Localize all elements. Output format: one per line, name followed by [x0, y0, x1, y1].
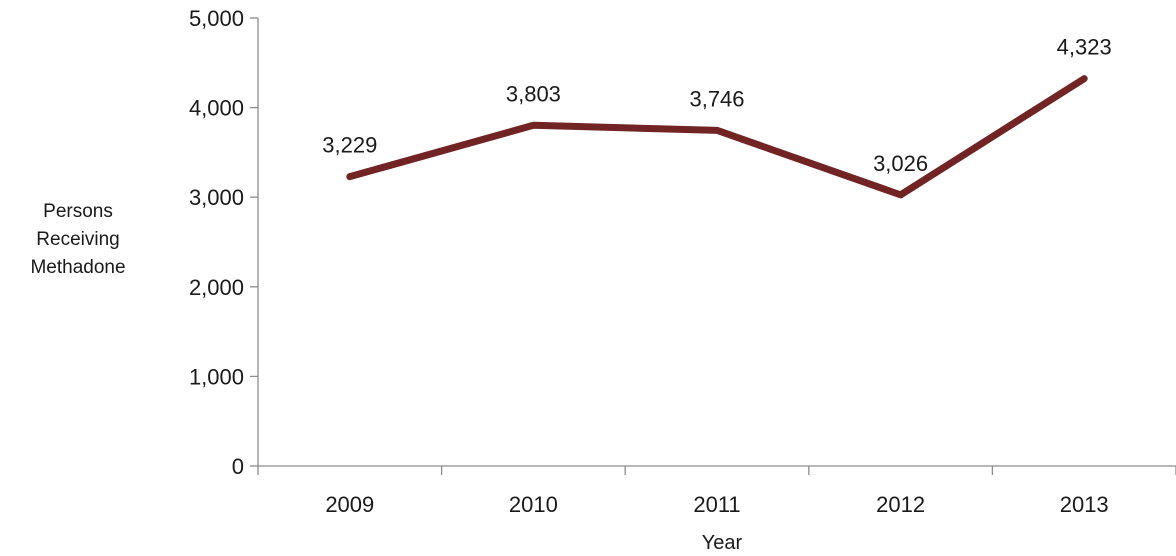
- x-tick-label: 2009: [325, 492, 374, 517]
- y-axis-title-line-1: Persons: [43, 201, 113, 222]
- x-axis-title: Year: [702, 532, 743, 554]
- axes: [257, 18, 1176, 467]
- data-label: 3,026: [873, 151, 928, 176]
- data-labels: 3,229 3,803 3,746 3,026 4,323: [322, 35, 1111, 176]
- x-tick-label: 2010: [509, 492, 558, 517]
- y-tick-label: 4,000: [189, 96, 244, 121]
- data-label: 3,746: [689, 86, 744, 111]
- data-label: 4,323: [1057, 35, 1112, 60]
- x-axis-ticks: 2009 2010 2011 2012 2013: [257, 466, 1176, 517]
- data-label: 3,803: [506, 81, 561, 106]
- x-tick-label: 2013: [1060, 492, 1109, 517]
- y-axis-title-line-2: Receiving: [36, 229, 119, 250]
- y-tick-label: 3,000: [189, 185, 244, 210]
- y-axis-ticks: 0 1,000 2,000 3,000 4,000 5,000: [189, 6, 258, 479]
- x-tick-label: 2012: [876, 492, 925, 517]
- data-label: 3,229: [322, 133, 377, 158]
- y-axis-title-line-3: Methadone: [30, 257, 125, 278]
- y-tick-label: 5,000: [189, 6, 244, 31]
- y-tick-label: 1,000: [189, 364, 244, 389]
- y-tick-label: 2,000: [189, 275, 244, 300]
- series-line-group: [346, 75, 1088, 199]
- y-axis-title: Persons Receiving Methadone: [30, 201, 125, 278]
- x-tick-label: 2011: [693, 492, 740, 517]
- y-tick-label: 0: [232, 454, 244, 479]
